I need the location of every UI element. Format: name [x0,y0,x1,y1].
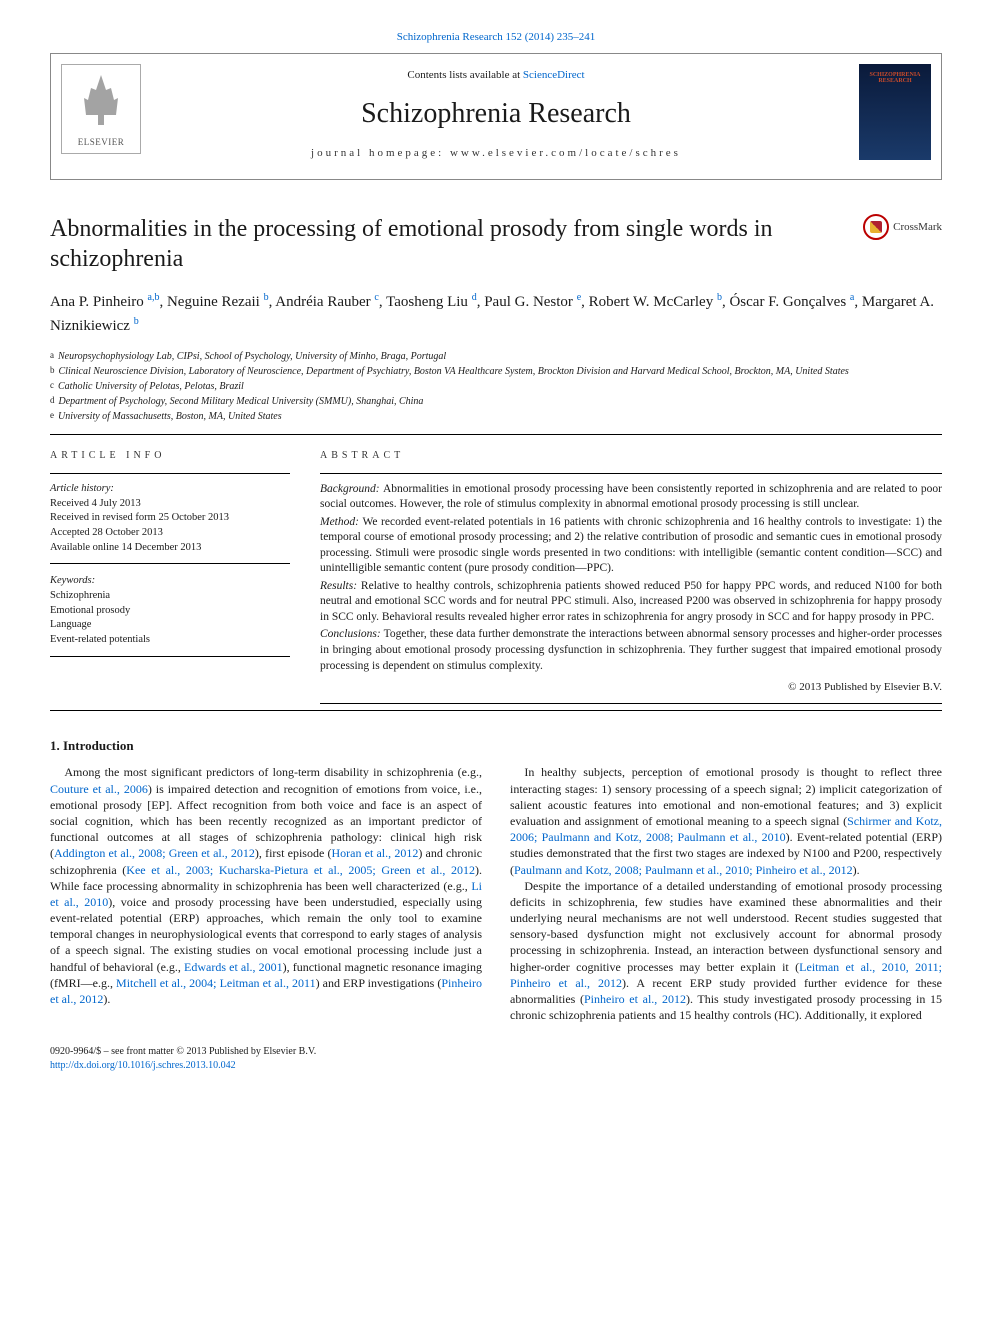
citation-link[interactable]: Pinheiro et al., 2012 [584,992,686,1006]
front-matter-line: 0920-9964/$ – see front matter © 2013 Pu… [50,1045,316,1059]
abstract-paragraph: Background: Abnormalities in emotional p… [320,482,942,513]
homepage-url[interactable]: www.elsevier.com/locate/schres [450,147,681,159]
article-body: Among the most significant predictors of… [50,764,942,1023]
abstract-heading: abstract [320,449,942,463]
author-list: Ana P. Pinheiro a,b, Neguine Rezaii b , A… [50,290,942,337]
author-name: , Taosheng Liu [379,294,472,310]
citation-link[interactable]: Edwards et al., 2001 [184,960,283,974]
citation-link[interactable]: Kee et al., 2003; Kucharska-Pietura et a… [126,863,475,877]
author-name: , Robert W. McCarley [581,294,717,310]
sciencedirect-link[interactable]: ScienceDirect [523,69,585,81]
affiliation-item: dDepartment of Psychology, Second Milita… [50,394,942,409]
affiliation-ref-link[interactable]: b [134,316,139,327]
article-info-column: article info Article history: Received 4… [50,449,290,704]
cover-title: SCHIZOPHRENIA RESEARCH [859,72,931,85]
citation-link[interactable]: Couture et al., 2006 [50,782,148,796]
author-name: , Óscar F. Gonçalves [722,294,850,310]
history-label: Article history: [50,482,290,497]
crossmark-label: CrossMark [893,220,942,235]
abstract-paragraph: Method: We recorded event-related potent… [320,515,942,577]
citation-link[interactable]: Paulmann and Kotz, 2008; Paulmann et al.… [514,863,853,877]
affiliation-ref-link[interactable]: a,b [148,292,160,303]
author-name: , Paul G. Nestor [477,294,577,310]
abstract-paragraph: Conclusions: Together, these data furthe… [320,627,942,674]
author-name: , Andréia Rauber [269,294,375,310]
page-footer: 0920-9964/$ – see front matter © 2013 Pu… [50,1045,942,1073]
citation-link[interactable]: Mitchell et al., 2004; Leitman et al., 2… [116,976,316,990]
author-name: , Neguine Rezaii [159,294,263,310]
contents-available-line: Contents lists available at ScienceDirec… [161,68,831,83]
copyright-line: © 2013 Published by Elsevier B.V. [320,680,942,695]
journal-issue-link[interactable]: Schizophrenia Research 152 (2014) 235–24… [50,30,942,45]
doi-link[interactable]: http://dx.doi.org/10.1016/j.schres.2013.… [50,1060,236,1071]
elsevier-logo[interactable]: ELSEVIER [61,64,141,154]
abstract-column: abstract Background: Abnormalities in em… [320,449,942,704]
citation-link[interactable]: Horan et al., 2012 [331,846,418,860]
affiliation-item: aNeuropsychophysiology Lab, CIPsi, Schoo… [50,349,942,364]
keyword: Emotional prosody [50,604,290,619]
keyword: Language [50,618,290,633]
divider [50,473,290,474]
history-line: Received 4 July 2013 [50,497,290,512]
author-name: Ana P. Pinheiro [50,294,148,310]
elsevier-label: ELSEVIER [76,136,126,148]
crossmark-badge[interactable]: CrossMark [863,214,942,240]
article-title: Abnormalities in the processing of emoti… [50,214,863,274]
journal-header: ELSEVIER SCHIZOPHRENIA RESEARCH Contents… [50,53,942,180]
journal-homepage-line: journal homepage: www.elsevier.com/locat… [161,146,831,161]
journal-cover-thumbnail[interactable]: SCHIZOPHRENIA RESEARCH [859,64,931,160]
journal-name: Schizophrenia Research [161,95,831,133]
affiliation-item: bClinical Neuroscience Division, Laborat… [50,364,942,379]
article-info-heading: article info [50,449,290,463]
keyword: Schizophrenia [50,589,290,604]
divider [50,434,942,435]
article-history-block: Article history: Received 4 July 2013Rec… [50,482,290,564]
citation-link[interactable]: Addington et al., 2008; Green et al., 20… [54,846,255,860]
section-heading-introduction: 1. Introduction [50,737,942,755]
divider [320,473,942,474]
crossmark-icon [863,214,889,240]
affiliation-item: cCatholic University of Pelotas, Pelotas… [50,379,942,394]
history-line: Accepted 28 October 2013 [50,526,290,541]
history-line: Available online 14 December 2013 [50,541,290,556]
divider [50,710,942,711]
affiliation-item: eUniversity of Massachusetts, Boston, MA… [50,409,942,424]
history-line: Received in revised form 25 October 2013 [50,511,290,526]
affiliations-list: aNeuropsychophysiology Lab, CIPsi, Schoo… [50,349,942,424]
keywords-label: Keywords: [50,574,290,589]
keyword: Event-related potentials [50,633,290,648]
abstract-paragraph: Results: Relative to healthy controls, s… [320,579,942,626]
keywords-block: Keywords: SchizophreniaEmotional prosody… [50,574,290,656]
tree-icon [76,70,126,130]
